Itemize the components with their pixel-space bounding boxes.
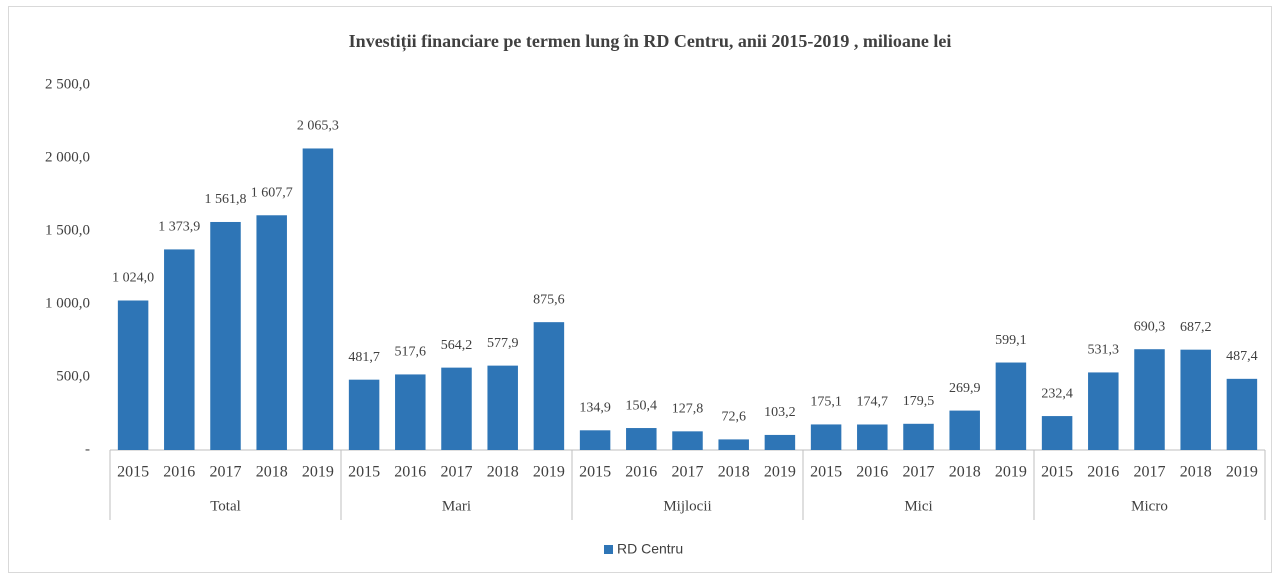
x-tick-label: 2017 bbox=[1134, 464, 1166, 481]
x-tick-label: 2015 bbox=[1041, 464, 1073, 481]
data-label: 517,6 bbox=[395, 345, 427, 360]
bar bbox=[441, 367, 472, 450]
x-tick-label: 2018 bbox=[487, 464, 519, 481]
group-label: Mici bbox=[904, 498, 932, 514]
data-label: 1 024,0 bbox=[112, 271, 154, 286]
y-tick-label: 1 500,0 bbox=[45, 222, 90, 238]
bar bbox=[533, 322, 565, 450]
x-tick-label: 2019 bbox=[764, 464, 796, 481]
bar bbox=[395, 374, 426, 450]
bar bbox=[302, 148, 334, 451]
data-label: 1 607,7 bbox=[251, 185, 293, 200]
data-label: 179,5 bbox=[903, 394, 935, 409]
x-tick-label: 2017 bbox=[672, 464, 704, 481]
bar bbox=[210, 221, 241, 450]
bar bbox=[857, 424, 888, 450]
bar bbox=[810, 424, 842, 450]
y-tick-label: 2 000,0 bbox=[45, 149, 90, 165]
bar bbox=[1088, 372, 1119, 450]
data-label: 127,8 bbox=[672, 402, 704, 417]
data-label: 134,9 bbox=[579, 401, 611, 416]
x-tick-label: 2015 bbox=[579, 464, 611, 481]
x-tick-label: 2016 bbox=[856, 464, 888, 481]
x-tick-label: 2018 bbox=[1180, 464, 1212, 481]
x-tick-label: 2016 bbox=[394, 464, 426, 481]
y-tick-label: 2 500,0 bbox=[45, 76, 90, 92]
bar bbox=[256, 215, 287, 450]
x-tick-label: 2015 bbox=[348, 464, 380, 481]
group-label: Micro bbox=[1131, 498, 1168, 514]
x-tick-label: 2018 bbox=[256, 464, 288, 481]
group-label: Mari bbox=[442, 498, 471, 514]
data-label: 481,7 bbox=[348, 350, 380, 365]
group-label: Total bbox=[210, 498, 241, 514]
data-label: 232,4 bbox=[1041, 386, 1073, 401]
bar bbox=[164, 249, 195, 450]
legend-label: RD Centru bbox=[617, 541, 683, 557]
x-tick-label: 2019 bbox=[995, 464, 1027, 481]
bar bbox=[626, 428, 657, 450]
data-label: 531,3 bbox=[1088, 343, 1120, 358]
x-tick-label: 2015 bbox=[117, 464, 149, 481]
data-label: 175,1 bbox=[810, 395, 842, 410]
data-label: 2 065,3 bbox=[297, 119, 339, 134]
bar bbox=[949, 410, 980, 450]
x-tick-label: 2016 bbox=[625, 464, 657, 481]
x-tick-label: 2018 bbox=[949, 464, 981, 481]
y-tick-label: 1 000,0 bbox=[45, 295, 90, 311]
data-label: 599,1 bbox=[995, 333, 1027, 348]
bar bbox=[672, 431, 703, 450]
y-tick-label: - bbox=[85, 441, 90, 457]
bar bbox=[117, 300, 149, 450]
bar bbox=[348, 379, 380, 450]
bar bbox=[1041, 416, 1073, 450]
x-tick-label: 2015 bbox=[810, 464, 842, 481]
bar bbox=[764, 434, 796, 450]
data-label: 1 373,9 bbox=[158, 220, 200, 235]
bar bbox=[718, 439, 749, 450]
y-tick-label: 500,0 bbox=[56, 368, 90, 384]
x-tick-label: 2019 bbox=[533, 464, 565, 481]
data-label: 690,3 bbox=[1134, 319, 1166, 334]
bar bbox=[1180, 349, 1211, 450]
x-tick-label: 2017 bbox=[903, 464, 935, 481]
bar bbox=[1134, 349, 1165, 450]
data-label: 269,9 bbox=[949, 381, 981, 396]
data-label: 487,4 bbox=[1226, 349, 1258, 364]
data-label: 103,2 bbox=[764, 405, 796, 420]
x-tick-label: 2017 bbox=[210, 464, 242, 481]
bar bbox=[487, 365, 518, 450]
data-label: 577,9 bbox=[487, 336, 519, 351]
x-tick-label: 2016 bbox=[1087, 464, 1119, 481]
data-label: 174,7 bbox=[857, 395, 889, 410]
chart-frame bbox=[8, 6, 1272, 573]
group-label: Mijlocii bbox=[663, 498, 711, 514]
bar bbox=[903, 423, 934, 450]
x-tick-label: 2016 bbox=[163, 464, 195, 481]
chart-title: Investiții financiare pe termen lung în … bbox=[349, 31, 952, 52]
x-tick-label: 2019 bbox=[1226, 464, 1258, 481]
x-tick-label: 2018 bbox=[718, 464, 750, 481]
data-label: 564,2 bbox=[441, 338, 473, 353]
data-label: 1 561,8 bbox=[205, 192, 247, 207]
legend-swatch bbox=[604, 545, 613, 554]
data-label: 875,6 bbox=[533, 292, 565, 307]
bar bbox=[579, 430, 611, 450]
data-label: 687,2 bbox=[1180, 320, 1212, 335]
bar bbox=[1226, 378, 1258, 450]
x-tick-label: 2017 bbox=[441, 464, 473, 481]
bar bbox=[995, 362, 1027, 450]
x-tick-label: 2019 bbox=[302, 464, 334, 481]
data-label: 72,6 bbox=[721, 410, 746, 425]
data-label: 150,4 bbox=[626, 398, 658, 413]
